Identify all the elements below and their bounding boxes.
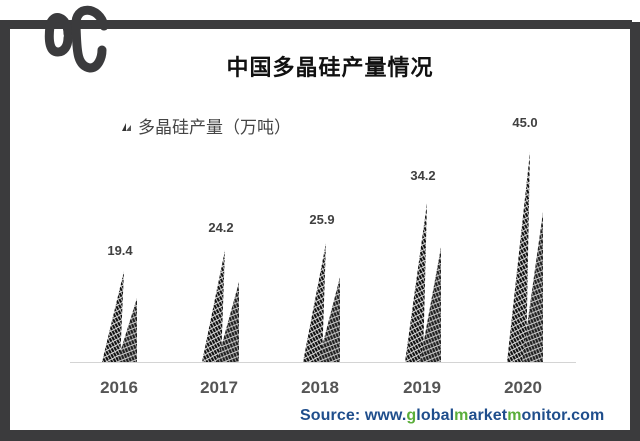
x-tick-2017: 2017: [200, 378, 238, 397]
value-label-2020: 45.0: [512, 115, 538, 130]
bar-2020: [507, 152, 543, 362]
bar-2018: [303, 243, 340, 362]
chart-title: 中国多晶硅产量情况: [226, 56, 434, 81]
x-tick-2020: 2020: [504, 378, 542, 397]
frame-bottom-border: [0, 430, 640, 441]
frame-left-border: [0, 20, 10, 441]
building-icon: [122, 122, 131, 131]
value-label-2016: 19.4: [107, 243, 133, 258]
cc-hook-logo-icon: [44, 5, 109, 73]
x-tick-2018: 2018: [301, 378, 339, 397]
value-label-2018: 25.9: [309, 212, 335, 227]
source-credit: Source: www.globalmarketmonitor.com: [300, 407, 605, 424]
legend: 多晶硅产量（万吨）: [122, 113, 291, 138]
legend-label: 多晶硅产量（万吨）: [138, 118, 291, 138]
value-label-2017: 24.2: [208, 220, 234, 235]
bar-2019: [405, 203, 441, 362]
value-label-2019: 34.2: [410, 168, 436, 183]
x-axis-line: [70, 362, 576, 363]
x-tick-2016: 2016: [100, 378, 138, 397]
bar-2016: [102, 271, 137, 362]
bar-2017: [202, 250, 239, 362]
frame-right-border: [630, 22, 640, 441]
frame-top-border: [0, 20, 632, 29]
x-tick-2019: 2019: [403, 378, 441, 397]
